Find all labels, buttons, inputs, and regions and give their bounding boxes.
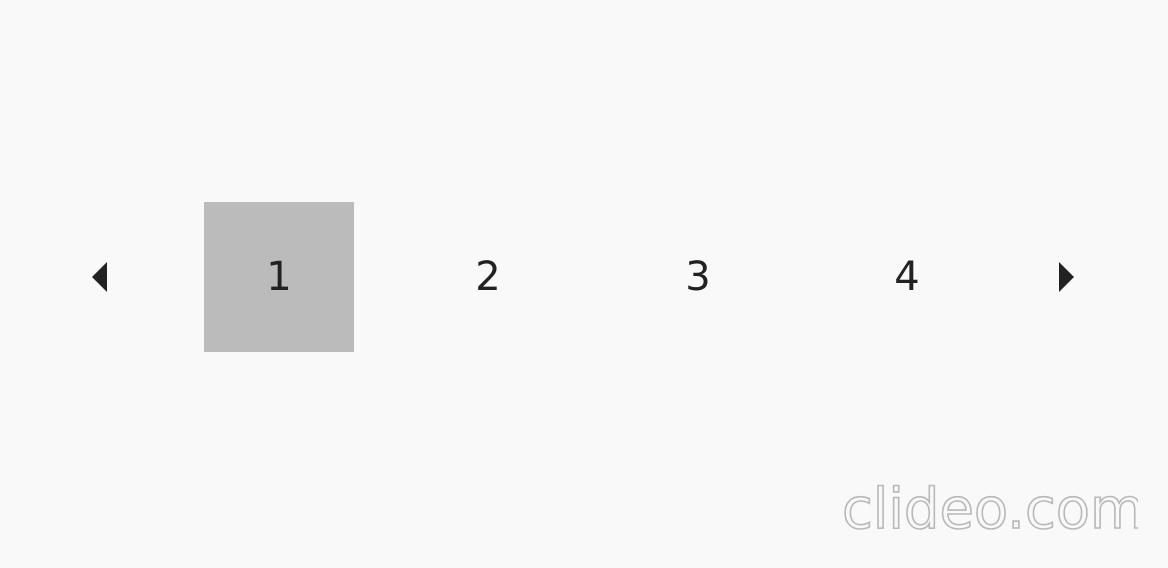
page-label: 4: [894, 254, 920, 300]
clideo-watermark: clideo.com: [838, 470, 1138, 540]
caret-right-icon: [1059, 262, 1074, 292]
pagination: 1 2 3 4: [0, 202, 1168, 352]
page-button-3[interactable]: 3: [623, 202, 773, 352]
page-label: 1: [266, 254, 292, 300]
page-button-4[interactable]: 4: [832, 202, 982, 352]
page-button-2[interactable]: 2: [413, 202, 563, 352]
watermark-text: clideo.com: [842, 477, 1138, 540]
previous-page-button[interactable]: [70, 202, 130, 352]
page-label: 3: [685, 254, 711, 300]
page-label: 2: [475, 254, 501, 300]
page-button-1[interactable]: 1: [204, 202, 354, 352]
caret-left-icon: [92, 262, 107, 292]
next-page-button[interactable]: [1036, 202, 1096, 352]
